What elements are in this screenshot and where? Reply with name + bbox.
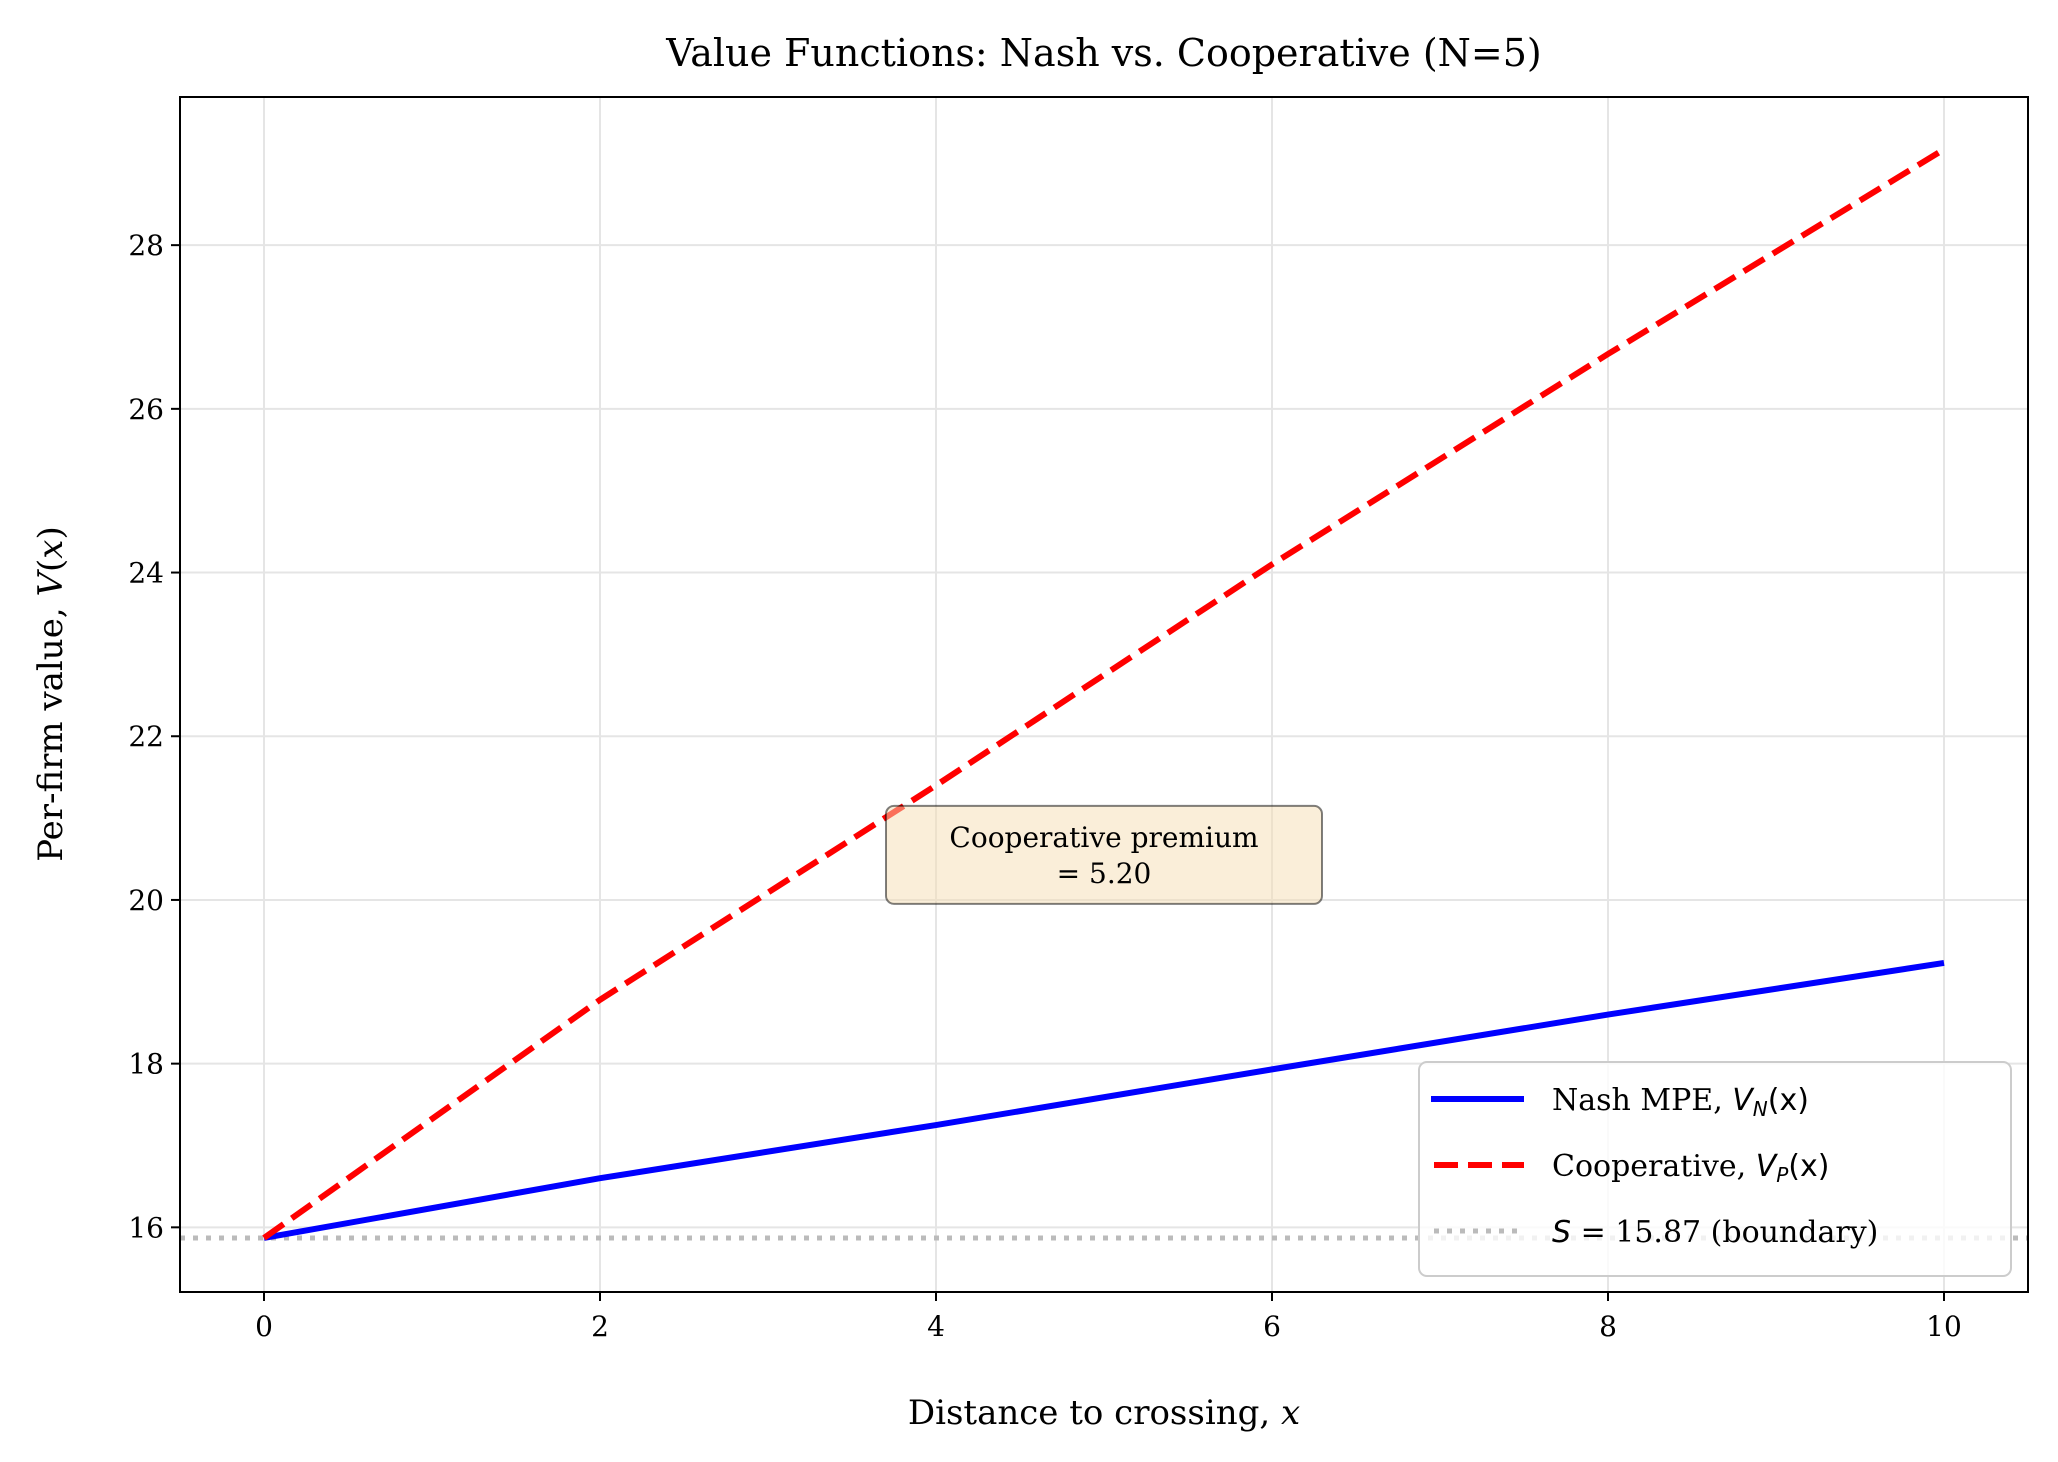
premium-annotation: Cooperative premium = 5.20 [885, 804, 1323, 905]
axes-frame [179, 96, 2029, 1293]
y-tick-label: 22 [128, 720, 164, 753]
grid [180, 97, 2028, 1292]
y-axis-label: Per-firm value, V(x) [31, 526, 71, 861]
y-tick-label: 28 [128, 229, 164, 262]
x-tick-label: 6 [1263, 1310, 1281, 1343]
annotation-line2: = 5.20 [1057, 857, 1152, 890]
y-tick-label: 24 [128, 557, 164, 590]
annotation-line1: Cooperative premium [949, 821, 1258, 854]
legend: Nash MPE, VN(x) Cooperative, VP(x) S = 1… [1418, 1061, 2012, 1277]
legend-nash-label: Nash MPE, VN(x) [1552, 1083, 1809, 1121]
legend-boundary-label: S = 15.87 (boundary) [1552, 1215, 1878, 1250]
x-tick-label: 10 [1926, 1310, 1962, 1343]
y-tick-label: 20 [128, 884, 164, 917]
chart-title: Value Functions: Nash vs. Cooperative (N… [665, 31, 1541, 75]
legend-frame [1418, 1061, 2012, 1277]
x-tick-label: 2 [591, 1310, 609, 1343]
x-tick-label: 4 [927, 1310, 945, 1343]
cooperative-series-line [262, 146, 1946, 1241]
x-axis-label: Distance to crossing, x [908, 1393, 1300, 1433]
y-tick-label: 18 [128, 1048, 164, 1081]
annotation-box [885, 804, 1323, 905]
legend-coop-label: Cooperative, VP(x) [1552, 1149, 1829, 1187]
x-tick-label: 8 [1599, 1310, 1617, 1343]
y-tick-label: 26 [128, 393, 164, 426]
y-tick-label: 16 [128, 1211, 164, 1244]
plot-area [180, 146, 2028, 1241]
nash-series-line [263, 960, 1945, 1241]
x-tick-label: 0 [255, 1310, 273, 1343]
